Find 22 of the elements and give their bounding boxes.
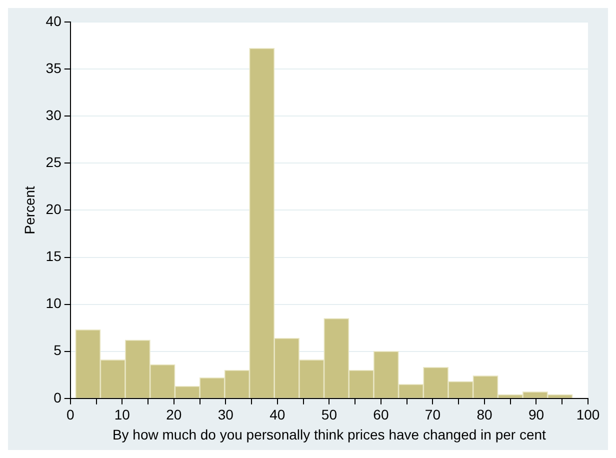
x-tick-label: 50	[321, 406, 338, 423]
x-axis-title: By how much do you personally think prices have changed in per cent	[112, 426, 546, 442]
x-tick-label: 10	[114, 406, 130, 423]
x-tick-label: 60	[373, 406, 389, 423]
y-tick-label: 5	[54, 342, 62, 358]
y-axis-title: Percent	[21, 186, 38, 234]
x-tick-label: 100	[576, 406, 600, 423]
x-tick-label: 40	[270, 406, 286, 423]
y-tick-label: 25	[46, 154, 62, 170]
x-tick-label: 20	[166, 406, 182, 423]
x-tick-label: 80	[476, 406, 492, 423]
y-tick-label: 10	[46, 295, 62, 312]
x-tick-label: 90	[528, 406, 544, 423]
x-tick-label: 30	[218, 406, 234, 423]
y-tick-label: 40	[46, 12, 62, 29]
y-tick-label: 35	[46, 60, 62, 76]
y-tick-label: 0	[54, 389, 62, 406]
x-tick-label: 0	[66, 406, 74, 423]
y-tick-label: 20	[46, 201, 62, 218]
y-tick-label: 30	[46, 106, 62, 123]
x-tick-label: 70	[424, 406, 441, 423]
y-tick-label: 15	[46, 248, 62, 264]
